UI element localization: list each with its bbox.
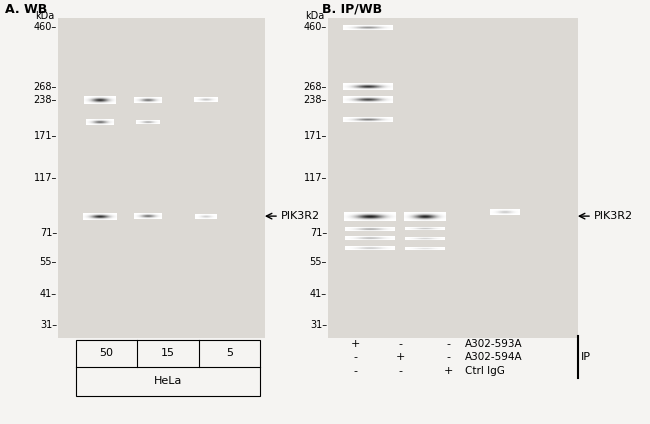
Text: 5: 5 [226, 349, 233, 358]
Text: -: - [446, 352, 450, 363]
Text: -: - [398, 366, 402, 376]
Bar [58, 18, 265, 338]
Text: 15: 15 [161, 349, 175, 358]
Text: 41–: 41– [310, 289, 327, 299]
Text: -: - [353, 366, 357, 376]
Text: +: + [443, 366, 452, 376]
Bar [76, 340, 260, 396]
Text: A. WB: A. WB [5, 3, 47, 16]
Text: -: - [446, 339, 450, 349]
Text: 41–: 41– [40, 289, 57, 299]
Text: 55–: 55– [309, 257, 327, 267]
Text: 238–: 238– [304, 95, 327, 105]
Text: 31–: 31– [40, 320, 57, 330]
Text: 117–: 117– [34, 173, 57, 183]
Text: -: - [353, 352, 357, 363]
Text: 171–: 171– [34, 131, 57, 141]
Text: +: + [350, 339, 359, 349]
Text: 268–: 268– [304, 82, 327, 92]
Text: PIK3R2: PIK3R2 [281, 211, 320, 221]
Text: 71–: 71– [310, 229, 327, 238]
Text: 71–: 71– [40, 229, 57, 238]
Text: -: - [398, 339, 402, 349]
Text: 460–: 460– [304, 22, 327, 32]
Text: IP: IP [581, 352, 591, 362]
Text: 117–: 117– [304, 173, 327, 183]
Text: 238–: 238– [34, 95, 57, 105]
Text: 55–: 55– [40, 257, 57, 267]
Text: 31–: 31– [310, 320, 327, 330]
Text: A302-594A: A302-594A [465, 352, 523, 363]
Text: 268–: 268– [34, 82, 57, 92]
Text: 50: 50 [99, 349, 114, 358]
Text: PIK3R2: PIK3R2 [594, 211, 633, 221]
Text: 460–: 460– [34, 22, 57, 32]
Bar [328, 18, 578, 338]
Text: HeLa: HeLa [154, 377, 182, 386]
Text: kDa: kDa [34, 11, 54, 21]
Text: 171–: 171– [304, 131, 327, 141]
Text: +: + [395, 352, 405, 363]
Text: Ctrl IgG: Ctrl IgG [465, 366, 505, 376]
Text: kDa: kDa [305, 11, 324, 21]
Text: B. IP/WB: B. IP/WB [322, 3, 382, 16]
Text: A302-593A: A302-593A [465, 339, 523, 349]
